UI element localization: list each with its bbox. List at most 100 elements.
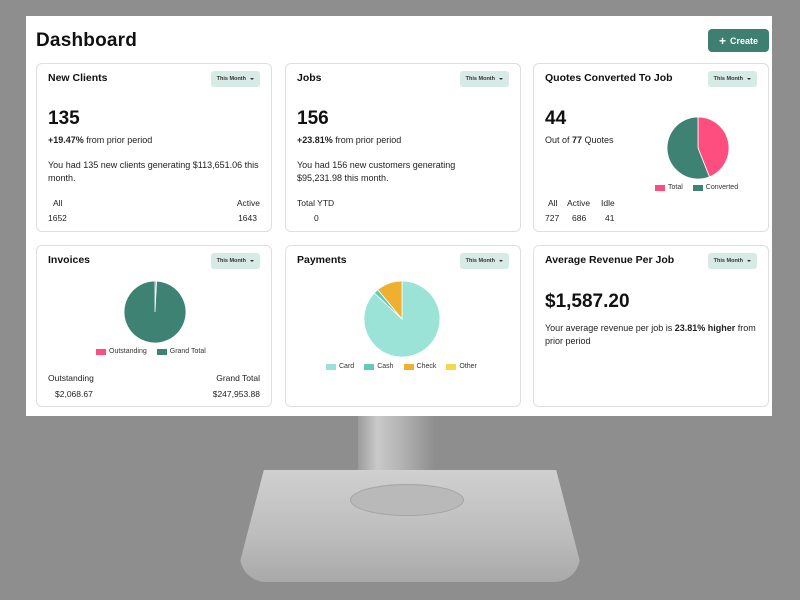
legend-label: Total [668,184,683,191]
card-title: Payments [297,254,347,266]
idle-label: Idle [601,198,615,208]
invoices-legend: Outstanding Grand Total [96,348,206,355]
active-value: 1643 [238,213,257,223]
period-dropdown[interactable]: This Month [210,253,260,269]
desc-bold: 23.81% higher [674,323,736,333]
period-dropdown[interactable]: This Month [707,71,757,87]
period-label: This Month [465,76,495,82]
page-title: Dashboard [36,30,138,51]
card-title: New Clients [48,72,108,84]
sub-suffix: Quotes [582,135,614,145]
legend-item-grand-total: Grand Total [156,348,206,355]
change-percent: +23.81% [297,135,333,145]
desc-suffix: from prior period [545,323,756,346]
payments-legend: Card Cash Check Other [326,363,477,370]
legend-swatch [692,184,703,191]
period-label: This Month [713,76,743,82]
pie-slice-check [377,280,403,321]
pie-slice-converted [666,116,710,180]
legend-item-converted: Converted [692,184,739,191]
card-title: Jobs [297,72,322,84]
quotes-subline: Out of 77 Quotes [545,134,614,147]
avg-revenue-card: Average Revenue Per Job This Month $1,58… [533,245,769,407]
legend-label: Converted [705,184,739,191]
desc-prefix: Your average revenue per job is [545,323,675,333]
create-button-label: Create [730,35,759,46]
outstanding-label: Outstanding [48,373,94,383]
change-suffix: from prior period [332,135,402,145]
legend-swatch [446,363,457,370]
quotes-pie-chart [666,116,730,180]
legend-swatch [403,363,414,370]
caret-down-icon [250,78,254,80]
caret-down-icon [747,260,751,262]
legend-swatch [96,348,106,355]
caret-down-icon [747,78,751,80]
legend-label: Card [339,363,355,370]
legend-label: Check [416,363,437,370]
payments-card: Payments This Month Card Cash Check Othe… [285,245,521,407]
legend-item-other: Other [446,363,477,370]
dashboard-screen: Dashboard + Create New Clients This Mont… [26,16,772,416]
create-button[interactable]: + Create [708,29,769,52]
caret-down-icon [499,78,503,80]
legend-label: Cash [377,363,394,370]
change-suffix: from prior period [83,135,153,145]
change-line: +19.47% from prior period [48,134,152,147]
jobs-value: 156 [297,108,329,129]
legend-swatch [156,348,167,355]
period-dropdown[interactable]: This Month [459,71,509,87]
grand-total-label: Grand Total [216,373,260,383]
new-clients-card: New Clients This Month 135 +19.47% from … [36,63,272,232]
quotes-value: 44 [545,108,567,129]
card-description: You had 156 new customers generating $95… [297,160,456,183]
legend-label: Outstanding [109,348,147,355]
monitor-stand-plate [350,484,464,516]
invoices-card: Invoices This Month Outstanding Grand To… [36,245,272,407]
card-title: Quotes Converted To Job [545,72,673,84]
quotes-card: Quotes Converted To Job This Month 44 Ou… [533,63,769,232]
legend-label: Grand Total [169,348,206,355]
legend-item-check: Check [403,363,437,370]
active-label: Active [236,198,260,208]
legend-label: Other [459,363,477,370]
legend-item-card: Card [326,363,354,370]
avg-revenue-description: Your average revenue per job is 23.81% h… [545,322,760,348]
period-dropdown[interactable]: This Month [707,253,757,269]
all-value: 727 [545,213,560,223]
invoices-pie-chart [123,280,187,344]
legend-swatch [655,184,665,191]
card-title: Average Revenue Per Job [545,254,675,266]
grand-total-value: $247,953.88 [212,389,260,399]
card-title: Invoices [48,254,91,266]
outstanding-value: $2,068.67 [55,389,93,399]
period-label: This Month [216,76,246,82]
all-label: All [548,198,558,208]
legend-item-outstanding: Outstanding [96,348,147,355]
card-description: You had 135 new clients generating $113,… [48,160,259,183]
caret-down-icon [250,260,254,262]
period-dropdown[interactable]: This Month [459,253,509,269]
change-percent: +19.47% [48,135,84,145]
all-label: All [53,198,63,208]
total-ytd-label: Total YTD [297,198,335,208]
legend-swatch [326,363,336,370]
sub-prefix: Out of [545,135,573,145]
period-dropdown[interactable]: This Month [210,71,260,87]
sub-count: 77 [572,135,583,145]
legend-item-cash: Cash [364,363,394,370]
jobs-card: Jobs This Month 156 +23.81% from prior p… [285,63,521,232]
total-ytd-value: 0 [314,213,319,223]
idle-value: 41 [605,213,615,223]
pie-slice-total [697,116,730,178]
period-label: This Month [713,258,743,264]
legend-swatch [364,363,375,370]
legend-item-total: Total [655,184,683,191]
active-label: Active [567,198,591,208]
quotes-legend: Total Converted [655,184,738,191]
all-value: 1652 [48,213,67,223]
period-label: This Month [216,258,246,264]
caret-down-icon [499,260,503,262]
change-line: +23.81% from prior period [297,134,401,147]
avg-revenue-value: $1,587.20 [545,291,630,312]
